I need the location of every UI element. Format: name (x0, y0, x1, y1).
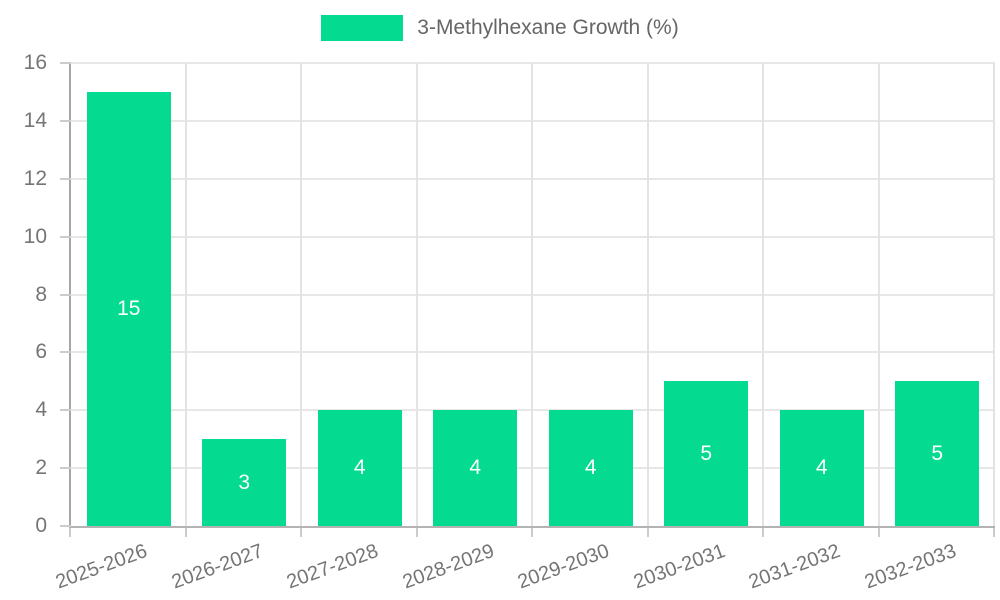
y-axis-tick (60, 293, 71, 296)
y-axis-tick (60, 177, 71, 180)
y-axis-tick (60, 235, 71, 238)
chart-legend[interactable]: 3-Methylhexane Growth (%) (0, 15, 1000, 41)
gridline-vertical (646, 63, 649, 526)
bar: 5 (664, 381, 749, 526)
plot-area: 15 2025-2026 3 2026-2027 4 2027-2028 4 2028-202… (53, 62, 995, 593)
y-axis-tick-label: 14 (23, 108, 47, 132)
bar-value-label: 4 (584, 456, 597, 480)
y-axis-tick (60, 409, 71, 412)
x-axis-tick-label: 2030-2031 (630, 540, 728, 594)
gridline-vertical (184, 63, 187, 526)
x-axis-tick-label: 2027-2028 (283, 540, 382, 594)
gridline-vertical (762, 63, 764, 526)
bar: 4 (317, 410, 402, 526)
y-axis-tick-label: 10 (23, 224, 47, 248)
bar-value-label: 5 (700, 441, 713, 465)
gridline-horizontal (71, 177, 995, 180)
x-axis-tick (993, 528, 995, 537)
bar: 3 (202, 439, 287, 526)
y-axis-tick-label: 12 (23, 166, 47, 190)
gridline-horizontal (71, 119, 995, 122)
y-axis-labels: 0 2 4 6 8 10 12 14 16 (0, 51, 69, 537)
gridline-vertical (531, 63, 533, 526)
y-axis-tick-label: 2 (35, 456, 47, 480)
x-axis-tick (762, 528, 764, 537)
bar: 15 (86, 91, 171, 526)
gridline-horizontal (71, 235, 995, 238)
y-axis-tick-label: 8 (35, 282, 47, 306)
bar-value-label: 5 (931, 441, 944, 465)
gridline-horizontal (71, 293, 995, 296)
x-axis-tick-label: 2025-2026 (52, 540, 151, 594)
x-axis-tick (69, 528, 71, 537)
y-axis-tick (60, 525, 71, 527)
gridline-horizontal (71, 467, 995, 470)
bar: 4 (779, 410, 864, 526)
bar-value-label: 4 (815, 456, 828, 480)
legend-label: 3-Methylhexane Growth (%) (417, 16, 679, 39)
bar: 4 (548, 410, 633, 526)
x-axis-tick-label: 2026-2027 (168, 540, 266, 594)
y-axis-tick-label: 4 (35, 398, 47, 422)
x-axis-tick-label: 2028-2029 (399, 540, 497, 594)
y-axis-tick (60, 467, 71, 470)
x-axis-tick-label: 2032-2033 (861, 540, 959, 594)
legend-swatch (321, 15, 404, 41)
bar: 5 (895, 381, 980, 526)
x-axis-tick (300, 528, 302, 537)
gridline-horizontal (71, 351, 995, 354)
gridline-horizontal (71, 62, 995, 64)
x-axis-tick (531, 528, 533, 537)
bar-value-label: 3 (238, 470, 251, 494)
y-axis-tick (60, 119, 71, 122)
x-axis-tick (184, 528, 187, 537)
bar-value-label: 15 (117, 296, 141, 320)
bar-value-label: 4 (353, 456, 366, 480)
y-axis-tick (60, 62, 71, 64)
gridline-vertical (415, 63, 418, 526)
gridline-vertical (877, 63, 880, 526)
y-axis-tick-label: 6 (35, 340, 47, 364)
bar-value-label: 4 (469, 456, 482, 480)
gridline-vertical (300, 63, 302, 526)
x-axis-tick (415, 528, 418, 537)
gridline-vertical (993, 63, 995, 526)
x-axis-tick (877, 528, 880, 537)
x-axis-tick (646, 528, 649, 537)
y-axis-tick (60, 351, 71, 354)
gridline-horizontal (71, 409, 995, 412)
bar: 4 (433, 410, 518, 526)
y-axis-tick-label: 0 (35, 514, 47, 537)
y-axis-tick-label: 16 (23, 51, 47, 74)
x-axis-tick-label: 2031-2032 (745, 540, 844, 594)
x-axis-tick-label: 2029-2030 (514, 540, 613, 594)
